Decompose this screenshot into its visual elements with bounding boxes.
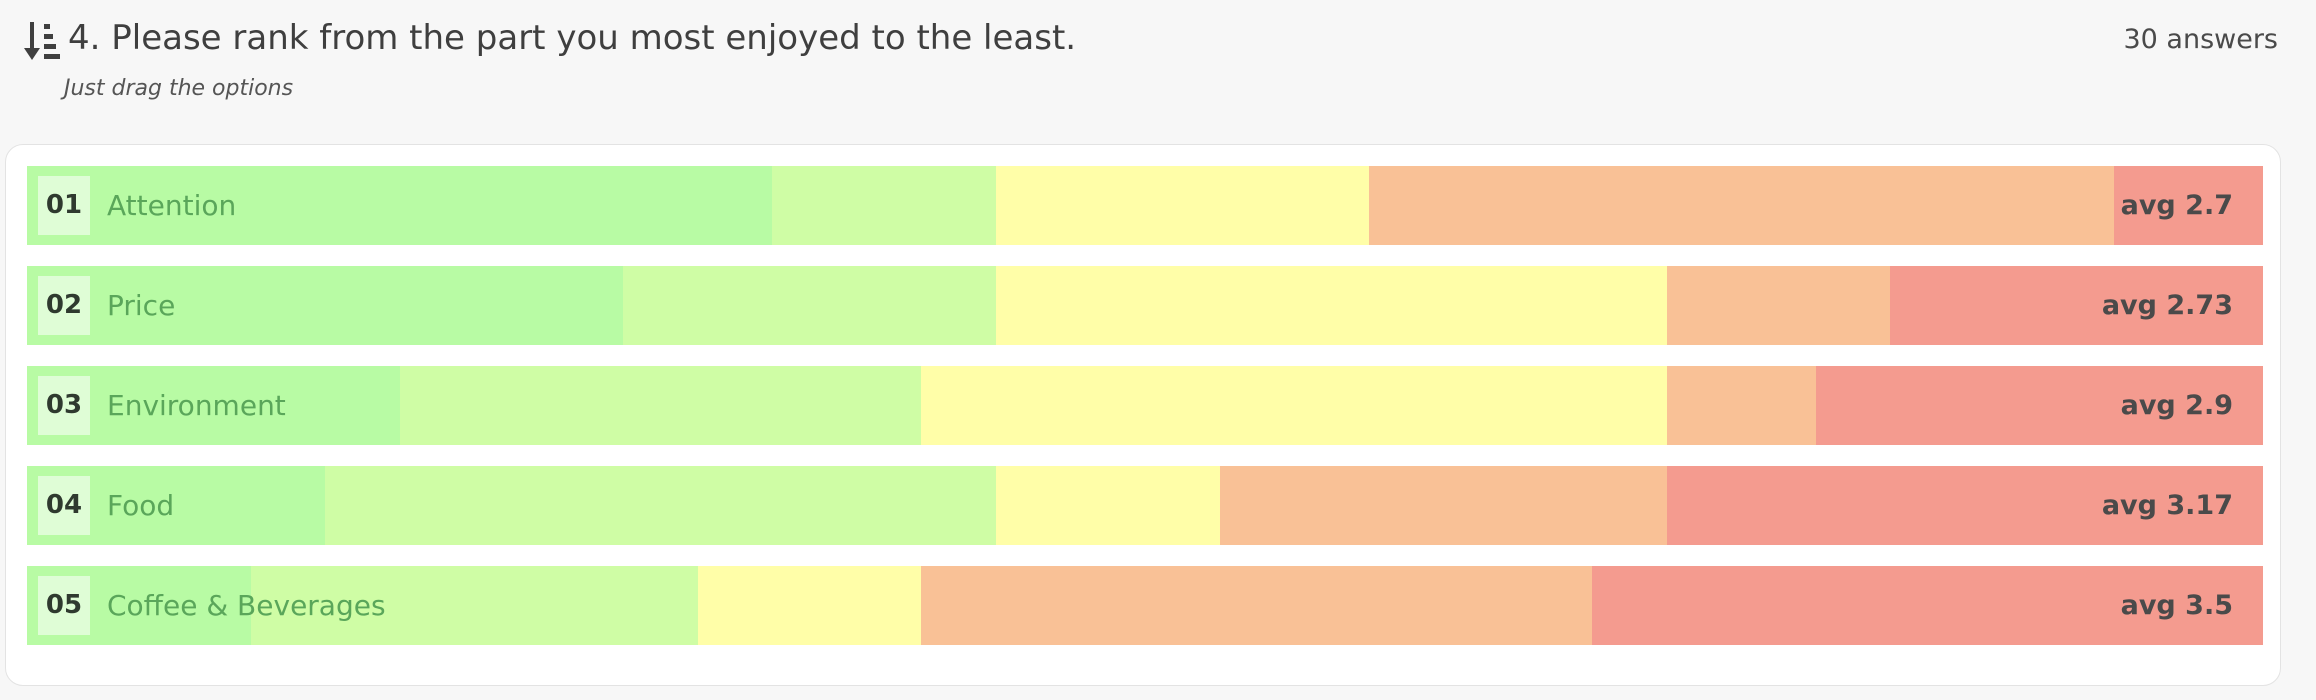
bar-segment-rank-5 (2113, 166, 2263, 245)
bar-segment-rank-5 (1666, 466, 2263, 545)
stacked-bar (27, 166, 2263, 245)
rank-number: 03 (38, 376, 90, 435)
bar-segment-rank-1 (27, 266, 624, 345)
average-value: avg 2.9 (2120, 390, 2233, 421)
bar-segment-rank-3 (697, 566, 922, 645)
rank-number: 05 (38, 576, 90, 635)
category-label: Coffee & Beverages (107, 589, 386, 622)
ranking-results-card: 01 Attention avg 2.7 02 Price avg 2.73 03 Envir… (5, 144, 2281, 686)
question-header: 4. Please rank from the part you most en… (24, 14, 2292, 74)
bar-segment-rank-2 (250, 566, 698, 645)
bar-segment-rank-5 (1890, 266, 2263, 345)
bar-segment-rank-4 (1666, 266, 1891, 345)
bar-segment-rank-2 (772, 166, 996, 245)
category-label: Food (107, 489, 175, 522)
stacked-bar (27, 366, 2263, 445)
bar-segment-rank-4 (1666, 366, 1816, 445)
bar-segment-rank-5 (1815, 366, 2263, 445)
bar-segment-rank-4 (1368, 166, 2114, 245)
average-value: avg 2.73 (2101, 290, 2233, 321)
ranking-rows: 01 Attention avg 2.7 02 Price avg 2.73 03 Envir… (27, 166, 2263, 666)
category-label: Attention (107, 189, 237, 222)
category-label: Price (107, 289, 176, 322)
rank-number: 01 (38, 176, 90, 235)
bar-segment-rank-2 (399, 366, 922, 445)
question-title: 4. Please rank from the part you most en… (68, 18, 1077, 58)
bar-segment-rank-4 (921, 566, 1593, 645)
question-hint: Just drag the options (64, 76, 294, 101)
bar-segment-rank-3 (995, 166, 1369, 245)
answers-count: 30 answers (2123, 24, 2278, 55)
bar-segment-rank-1 (27, 166, 773, 245)
bar-segment-rank-3 (921, 366, 1667, 445)
bar-segment-rank-5 (1592, 566, 2263, 645)
rank-sort-icon (24, 22, 60, 60)
average-value: avg 3.5 (2120, 590, 2233, 621)
ranking-row: 02 Price avg 2.73 (27, 266, 2263, 345)
rank-number: 02 (38, 276, 90, 335)
ranking-row: 01 Attention avg 2.7 (27, 166, 2263, 245)
bar-segment-rank-2 (325, 466, 996, 545)
bar-segment-rank-3 (995, 466, 1220, 545)
bar-segment-rank-3 (995, 266, 1667, 345)
ranking-row: 04 Food avg 3.17 (27, 466, 2263, 545)
bar-segment-rank-4 (1219, 466, 1667, 545)
ranking-row: 05 Coffee & Beverages avg 3.5 (27, 566, 2263, 645)
stacked-bar (27, 466, 2263, 545)
rank-number: 04 (38, 476, 90, 535)
ranking-row: 03 Environment avg 2.9 (27, 366, 2263, 445)
stacked-bar (27, 266, 2263, 345)
average-value: avg 2.7 (2120, 190, 2233, 221)
average-value: avg 3.17 (2101, 490, 2233, 521)
category-label: Environment (107, 389, 286, 422)
bar-segment-rank-2 (623, 266, 996, 345)
